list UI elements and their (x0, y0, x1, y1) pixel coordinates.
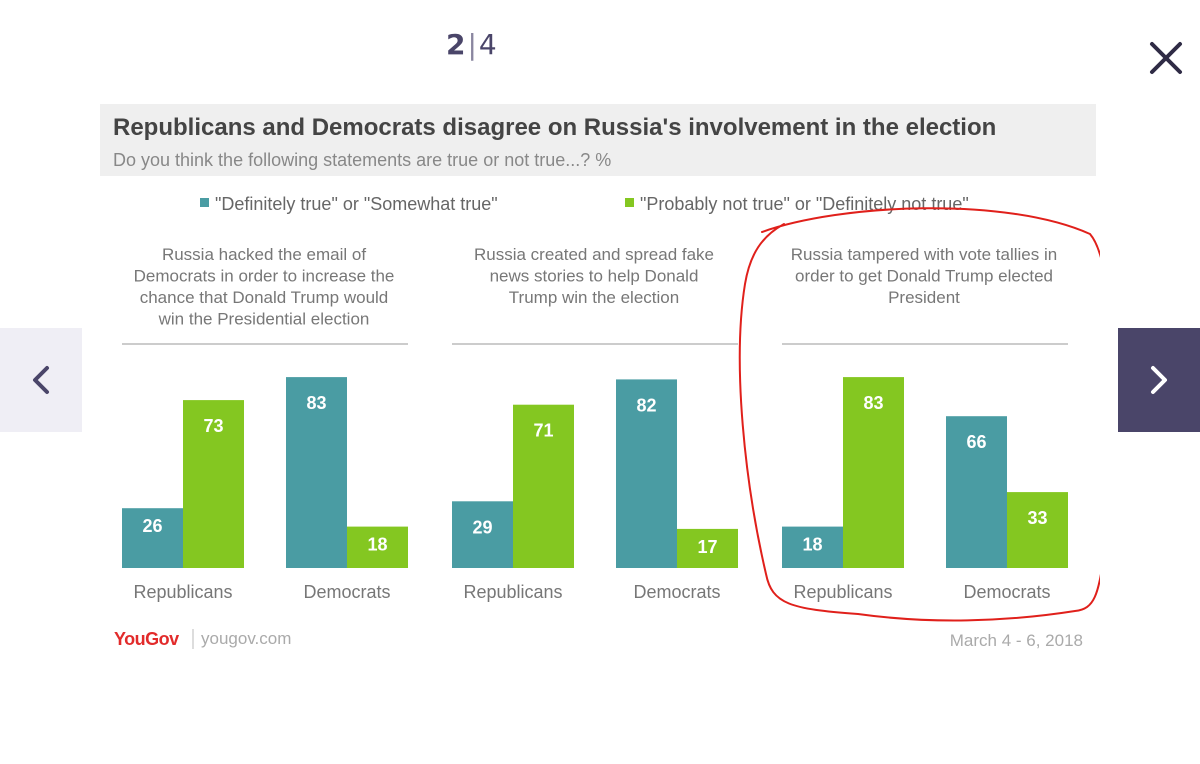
data-label: 26 (142, 516, 162, 536)
panel-title: Russia tampered with vote tallies in (791, 245, 1057, 264)
chevron-right-icon (1151, 366, 1167, 394)
legend-label: "Probably not true" or "Definitely not t… (640, 194, 969, 214)
page-counter: 2|4 (446, 28, 497, 61)
legend-swatch (625, 198, 634, 207)
annotation-circle (738, 207, 1100, 622)
data-label: 29 (472, 517, 492, 537)
category-label: Republicans (793, 582, 892, 602)
bar (183, 400, 244, 568)
chart-image: Republicans and Democrats disagree on Ru… (100, 104, 1100, 664)
panel-title: news stories to help Donald (490, 267, 699, 286)
data-label: 33 (1027, 508, 1047, 528)
panel-title: Democrats in order to increase the (134, 267, 395, 286)
panel-title: chance that Donald Trump would (140, 288, 389, 307)
data-label: 83 (863, 393, 883, 413)
data-label: 73 (203, 416, 223, 436)
panel-title: order to get Donald Trump elected (795, 267, 1053, 286)
bar (1007, 492, 1068, 568)
panel-title: Russia created and spread fake (474, 245, 714, 264)
panel-title: Trump win the election (509, 288, 679, 307)
title-box (100, 104, 1096, 176)
previous-button[interactable] (0, 328, 82, 432)
bar (452, 501, 513, 568)
next-button[interactable] (1118, 328, 1200, 432)
close-icon (1150, 42, 1182, 74)
data-label: 71 (533, 421, 553, 441)
bar (843, 377, 904, 568)
category-label: Democrats (963, 582, 1050, 602)
chart-date: March 4 - 6, 2018 (950, 631, 1083, 650)
data-label: 17 (697, 537, 717, 557)
legend-label: "Definitely true" or "Somewhat true" (215, 194, 498, 214)
source-brand: YouGov (114, 629, 179, 649)
category-label: Republicans (463, 582, 562, 602)
page-separator: | (467, 28, 477, 61)
bar (677, 528, 738, 568)
current-page: 2 (446, 28, 466, 61)
close-button[interactable] (1148, 40, 1184, 76)
panel-title: win the Presidential election (158, 310, 370, 329)
data-label: 83 (306, 393, 326, 413)
bar (347, 526, 408, 568)
chart-svg: Republicans and Democrats disagree on Ru… (100, 104, 1100, 650)
category-label: Democrats (303, 582, 390, 602)
bar (122, 508, 183, 568)
bar (782, 526, 843, 568)
bar (513, 404, 574, 568)
data-label: 66 (966, 432, 986, 452)
category-label: Republicans (133, 582, 232, 602)
panel-title: President (888, 288, 960, 307)
panel-title: Russia hacked the email of (162, 245, 366, 264)
category-label: Democrats (633, 582, 720, 602)
bar (616, 379, 677, 568)
data-label: 18 (367, 535, 387, 555)
chart-title: Republicans and Democrats disagree on Ru… (113, 114, 996, 141)
data-label: 82 (636, 395, 656, 415)
total-pages: 4 (478, 28, 497, 61)
legend-swatch (200, 198, 209, 207)
bar (286, 377, 347, 568)
chart-subtitle: Do you think the following statements ar… (113, 150, 611, 170)
bar (946, 416, 1007, 568)
chevron-left-icon (33, 366, 49, 394)
source-url: yougov.com (201, 629, 291, 648)
data-label: 18 (802, 535, 822, 555)
